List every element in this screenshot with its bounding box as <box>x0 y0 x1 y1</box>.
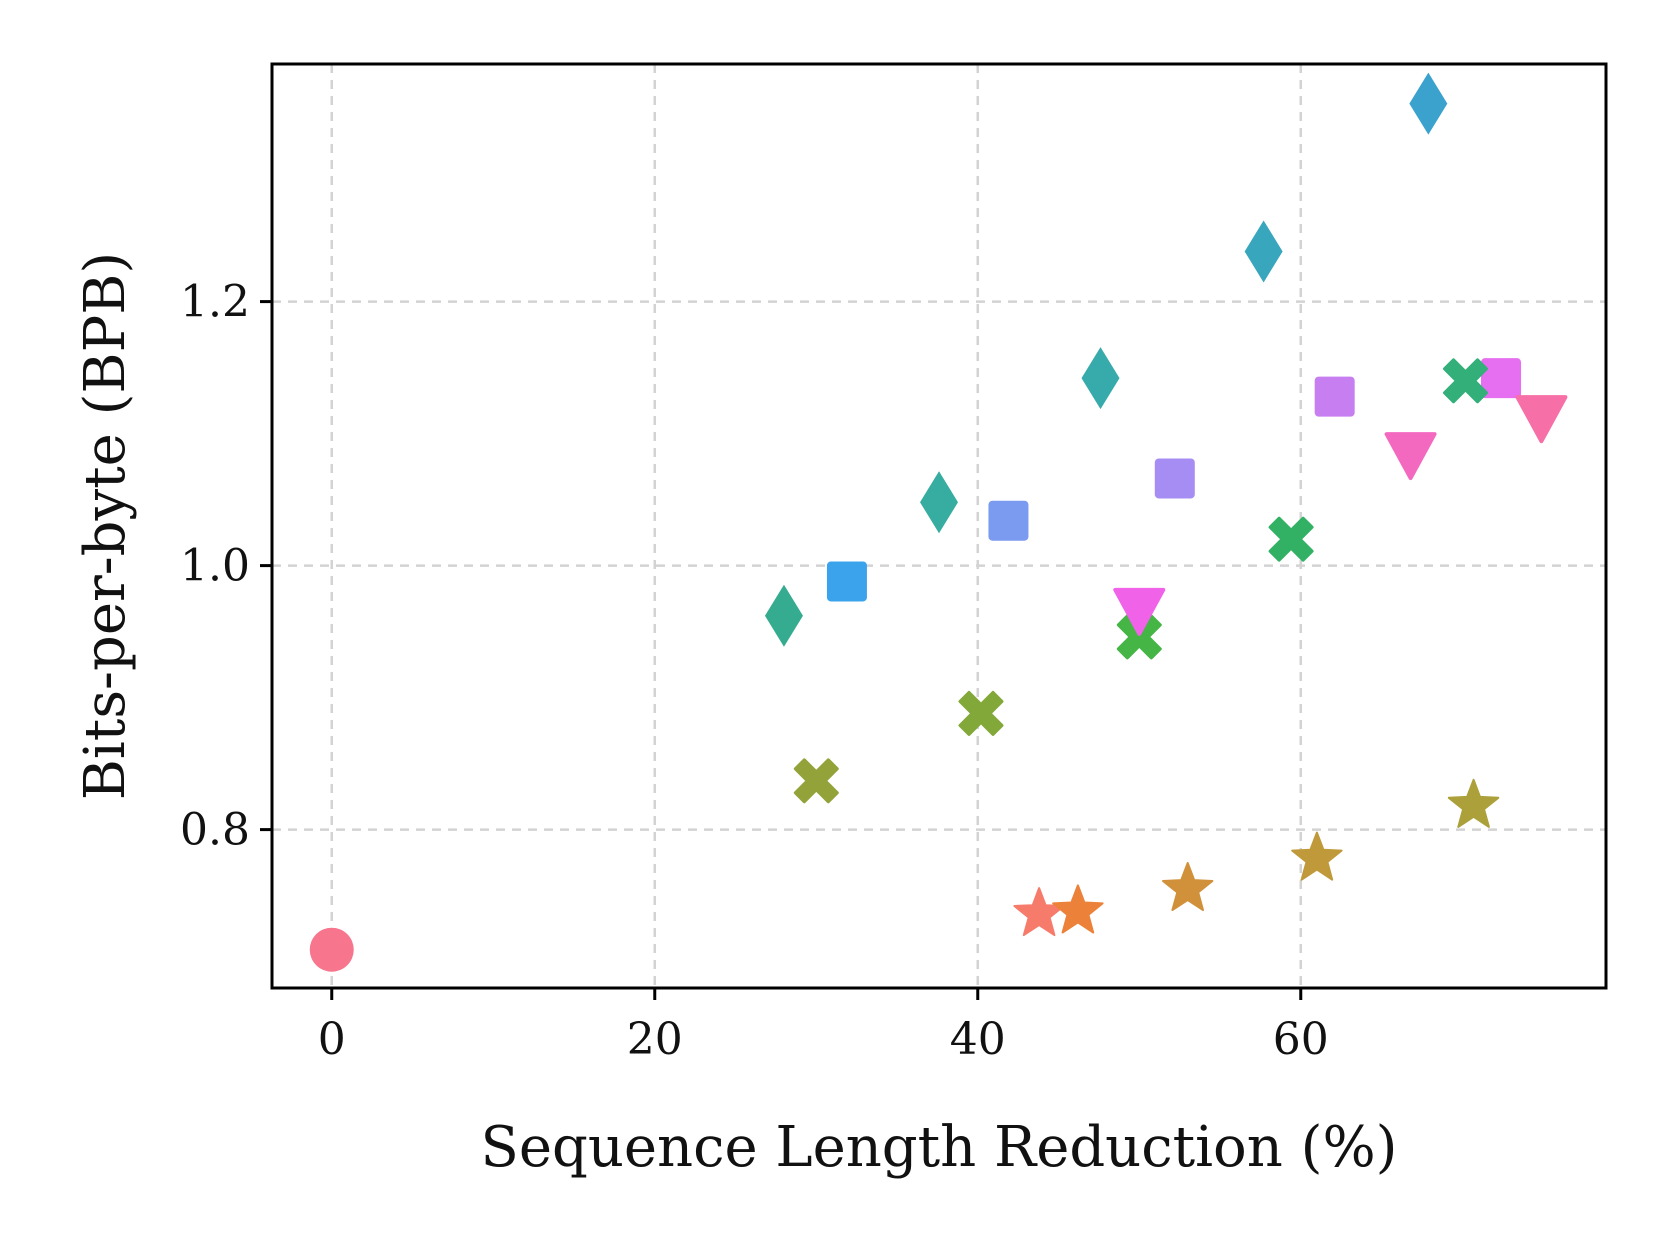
star-point <box>1291 831 1343 881</box>
x-point <box>793 758 839 804</box>
diamond-point <box>764 584 803 647</box>
data-points <box>309 72 1568 972</box>
diamond-point <box>1409 72 1448 135</box>
y-tick-label: 1.2 <box>180 277 250 328</box>
square-point <box>1481 358 1522 399</box>
x-point <box>1268 516 1314 562</box>
x-tick-label: 20 <box>627 1014 683 1065</box>
diamond-point <box>1244 220 1283 283</box>
square-point <box>826 561 867 602</box>
circle-point <box>309 927 354 972</box>
x-axis-label: Sequence Length Reduction (%) <box>480 1115 1397 1180</box>
y-gridlines <box>272 300 1606 831</box>
square-point <box>1314 376 1355 417</box>
plot-frame <box>270 62 1608 990</box>
diamond-point <box>1081 347 1120 410</box>
x-tick-label: 0 <box>318 1014 346 1065</box>
triangle-point <box>1113 587 1166 636</box>
x-axis-ticks: 0 20 40 60 <box>318 988 1329 1065</box>
diamond-point <box>920 471 958 534</box>
star-point <box>1052 884 1104 934</box>
square-point <box>1154 458 1195 499</box>
star-point <box>1162 862 1214 911</box>
x-point <box>958 690 1004 736</box>
y-tick-label: 0.8 <box>180 805 250 856</box>
x-point <box>1443 358 1488 404</box>
triangle-point <box>1515 395 1568 444</box>
y-axis-ticks: 0.8 1.0 1.2 <box>180 277 272 856</box>
x-tick-label: 60 <box>1273 1014 1329 1065</box>
square-point <box>988 500 1029 541</box>
star-point <box>1447 778 1500 828</box>
y-axis-label: Bits-per-byte (BPB) <box>73 252 138 801</box>
y-tick-label: 1.0 <box>180 541 250 592</box>
triangle-point <box>1384 432 1437 481</box>
x-tick-label: 40 <box>950 1014 1006 1065</box>
x-gridlines <box>330 64 1303 988</box>
